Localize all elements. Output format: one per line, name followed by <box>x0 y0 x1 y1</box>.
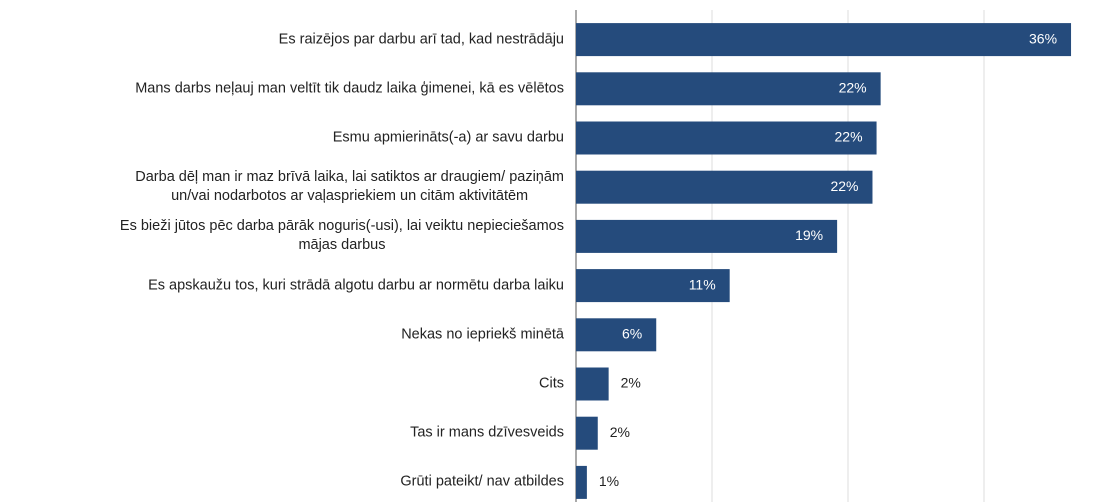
category-label: Tas ir mans dzīvesveids <box>410 424 564 441</box>
value-label: 22% <box>830 178 858 194</box>
bar <box>576 416 598 450</box>
bar <box>576 23 1072 57</box>
value-label: 19% <box>795 227 823 243</box>
category-label: Darba dēļ man ir maz brīvā laika, lai sa… <box>135 169 564 205</box>
bar <box>576 465 587 499</box>
category-label: Es raizējos par darbu arī tad, kad nestr… <box>278 31 564 48</box>
bar <box>576 367 609 401</box>
value-label: 22% <box>839 80 867 96</box>
category-label: Grūti pateikt/ nav atbildes <box>400 473 564 490</box>
value-label: 22% <box>835 129 863 145</box>
bar <box>576 219 838 253</box>
value-label: 1% <box>599 473 619 489</box>
category-label: Es bieži jūtos pēc darba pārāk noguris(-… <box>119 218 564 254</box>
bar <box>576 318 657 352</box>
category-label: Nekas no iepriekš minētā <box>401 326 564 343</box>
value-label: 11% <box>689 276 716 292</box>
bar <box>576 170 873 204</box>
bar <box>576 121 877 155</box>
value-label: 2% <box>621 375 641 391</box>
value-label: 2% <box>610 424 630 440</box>
value-label: 36% <box>1029 30 1057 46</box>
category-label: Cits <box>539 375 564 392</box>
category-label: Es apskaužu tos, kuri strādā algotu darb… <box>148 277 564 294</box>
bar <box>576 72 881 106</box>
bar <box>576 269 730 303</box>
value-label: 6% <box>622 326 642 342</box>
category-label: Esmu apmierināts(-a) ar savu darbu <box>332 129 564 146</box>
category-label: Mans darbs neļauj man veltīt tik daudz l… <box>135 80 564 97</box>
